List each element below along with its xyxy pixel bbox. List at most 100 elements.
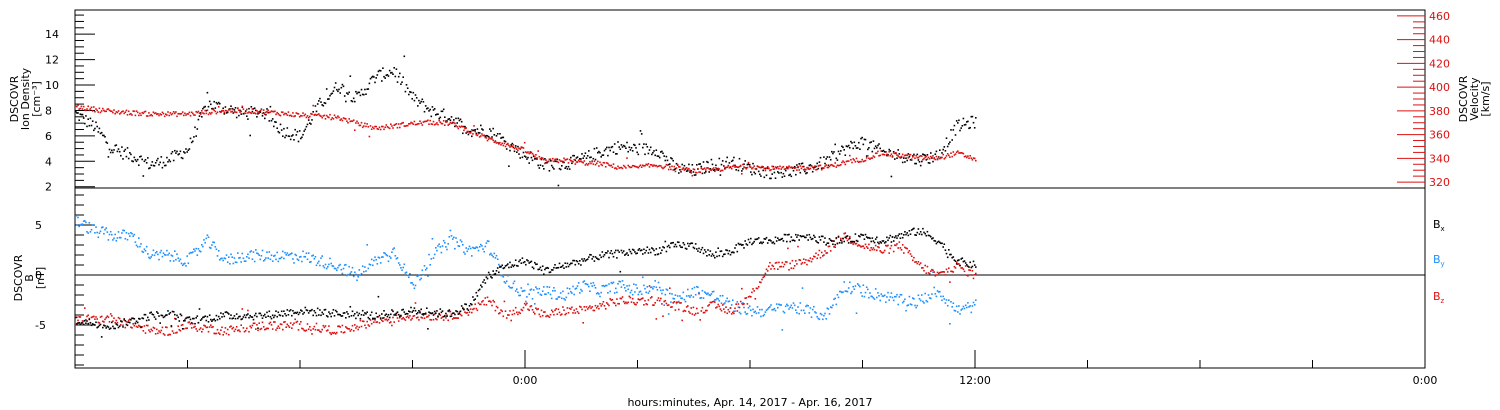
- bx-point: [766, 242, 769, 244]
- by-point: [287, 254, 290, 257]
- bz-point: [662, 315, 664, 317]
- velocity-point: [403, 125, 406, 127]
- density-point: [142, 175, 145, 177]
- bz-point: [753, 290, 755, 292]
- bx-point: [136, 321, 139, 324]
- bz-point: [348, 328, 350, 330]
- bx-point: [941, 242, 943, 245]
- bx-point: [636, 252, 638, 254]
- density-point: [239, 109, 241, 112]
- bz-point: [709, 301, 712, 304]
- bx-point: [224, 311, 227, 314]
- by-point: [544, 293, 546, 295]
- density-point: [374, 81, 376, 84]
- by-point: [288, 253, 291, 256]
- bx-point: [552, 269, 554, 271]
- bx-point: [287, 314, 290, 316]
- bz-point: [116, 322, 119, 324]
- velocity-point: [609, 164, 611, 167]
- by-point: [838, 290, 841, 293]
- velocity-point: [295, 112, 298, 114]
- by-point: [814, 311, 816, 313]
- density-point: [501, 136, 503, 139]
- by-point: [625, 290, 627, 292]
- bx-point: [609, 252, 611, 254]
- by-point: [784, 305, 787, 308]
- by-point: [733, 310, 735, 313]
- by-point: [492, 256, 494, 258]
- b-axis-title: [nT]: [34, 267, 47, 289]
- velocity-point: [168, 114, 170, 117]
- bx-point: [539, 266, 542, 269]
- bx-point: [952, 256, 955, 258]
- density-point: [89, 117, 92, 120]
- bx-point: [421, 313, 424, 315]
- density-point: [293, 139, 295, 141]
- velocity-point: [118, 113, 121, 115]
- density-point: [158, 163, 160, 166]
- density-point: [106, 142, 109, 144]
- by-point: [663, 304, 665, 306]
- by-point: [683, 298, 686, 301]
- bx-point: [933, 239, 935, 242]
- bx-point: [768, 239, 770, 242]
- bz-point: [95, 316, 97, 318]
- density-point: [266, 108, 268, 110]
- bz-point: [629, 296, 632, 299]
- bz-point: [961, 267, 964, 269]
- bx-point: [935, 242, 938, 245]
- by-point: [952, 302, 955, 304]
- velocity-point: [679, 166, 681, 168]
- by-point: [292, 258, 294, 260]
- bx-point: [871, 237, 874, 239]
- bz-point: [597, 305, 599, 307]
- by-point: [486, 240, 489, 242]
- by-point: [833, 298, 835, 301]
- velocity-point: [98, 107, 101, 110]
- bz-point: [927, 272, 930, 274]
- density-point: [952, 129, 955, 131]
- by-point: [237, 252, 239, 254]
- density-point: [708, 171, 710, 173]
- bx-point: [113, 327, 115, 330]
- density-point: [558, 167, 561, 170]
- density-point: [724, 168, 726, 170]
- bx-point: [603, 254, 606, 256]
- bx-point: [754, 238, 757, 241]
- by-point: [484, 245, 487, 248]
- bz-point: [154, 333, 157, 335]
- bz-point: [588, 306, 590, 309]
- velocity-point: [448, 123, 451, 125]
- bz-point: [159, 331, 161, 334]
- by-point: [834, 297, 836, 300]
- by-point: [430, 258, 433, 260]
- density-point: [193, 136, 195, 138]
- density-point: [511, 142, 514, 145]
- by-point: [348, 265, 350, 268]
- bx-point: [918, 233, 921, 235]
- by-point: [401, 269, 403, 271]
- density-point: [912, 155, 914, 157]
- by-point: [76, 224, 78, 226]
- bx-point: [259, 312, 262, 315]
- by-point: [388, 255, 391, 258]
- bz-point: [393, 321, 395, 323]
- density-point: [664, 159, 667, 162]
- density-point: [922, 153, 924, 155]
- by-point: [887, 291, 889, 294]
- density-point: [179, 150, 182, 153]
- bx-point: [248, 316, 250, 319]
- by-point: [638, 291, 641, 293]
- by-point: [936, 290, 939, 292]
- density-point: [818, 161, 821, 163]
- by-point: [212, 241, 214, 243]
- velocity-point: [233, 111, 236, 113]
- bz-point: [136, 326, 139, 328]
- bx-point: [581, 258, 583, 260]
- velocity-point: [800, 167, 803, 170]
- density-point: [273, 125, 275, 128]
- velocity-point: [583, 160, 586, 162]
- velocity-point: [130, 112, 132, 115]
- by-point: [420, 277, 422, 280]
- bz-point: [333, 331, 336, 334]
